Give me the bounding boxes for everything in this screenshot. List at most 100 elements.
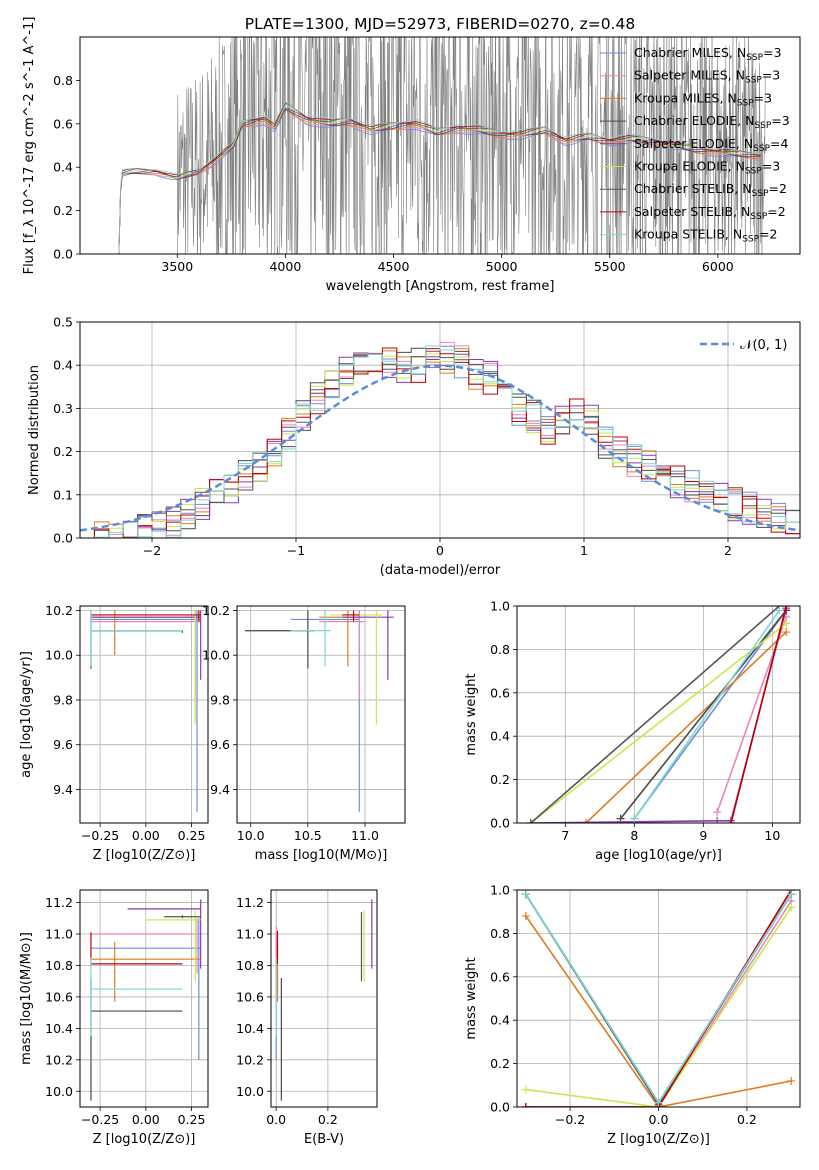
legend-subscript: SSP [745,76,762,86]
histogram-series [80,345,800,538]
x-tick-label: 0.2 [318,1112,338,1127]
y-tick-label: 9.4 [53,782,73,797]
y-tick-label: 0.8 [490,926,510,941]
axes-frame [270,889,378,1108]
y-axis-label: Flux [f_λ 10^-17 erg cm^-2 s^-1 A^-1] [22,17,37,275]
legend-tail: =3 [771,113,789,128]
y-tick-label: 0.6 [53,116,73,131]
y-tick-label: 0.0 [53,531,73,546]
x-tick-label: 4500 [378,259,410,274]
legend-entry: Chabrier ELODIE, NSSP=3 [634,113,790,131]
y-tick-label: 0.0 [53,247,73,262]
chart-residual_hist: −2 −1 0 1 2 0.0 0.1 0.2 0.3 0.4 0.5 (data-model)/er… [27,315,801,578]
y-tick-label: 0.2 [490,772,510,787]
y-tick-label: 0.4 [490,1013,510,1028]
legend-subscript: SSP [754,121,771,131]
x-tick-label: 0.25 [178,828,206,843]
legend-tail: =3 [762,68,780,83]
figure-title: PLATE=1300, MJD=52973, FIBERID=0270, z=0… [245,15,635,33]
y-axis-label: Normed distribution [27,365,42,495]
histogram-series [80,350,800,538]
normal-curve [80,364,800,532]
y-tick-label: 10.6 [45,989,73,1004]
x-tick-label: 10.5 [294,828,322,843]
x-tick-label: 4000 [269,259,301,274]
weight-marker [521,912,530,921]
y-tick-label: 11.2 [45,895,73,910]
y-tick-label: 10.0 [202,648,230,663]
weight-marker [782,606,791,610]
y-tick-label: 10.0 [236,1084,264,1099]
legend-text: Salpeter MILES, N [634,68,745,83]
chart-age_vs_mass: 10.0 10.5 11.0 9.4 9.6 9.8 10.0 10.2 mass [log10… [202,603,406,863]
legend-text: Chabrier ELODIE, N [634,113,754,128]
legend-entry: Salpeter MILES, NSSP=3 [634,68,780,86]
x-tick-label: 0.00 [132,828,160,843]
x-tick-label: 0.0 [649,1112,669,1127]
x-tick-label: 10.0 [237,828,265,843]
x-tick-label: 0.25 [178,1112,206,1127]
weight-marker [521,1103,530,1107]
y-tick-label: 0.8 [490,642,510,657]
x-tick-label: 0.00 [132,1112,160,1127]
plot-area [90,610,202,812]
weight-marker [713,808,722,817]
legend-subscript: SSP [737,98,754,108]
y-tick-label: 10.2 [202,603,230,618]
weight-series [530,606,780,823]
weight-marker [526,819,535,823]
y-tick-label: 11.0 [45,927,73,942]
x-axis-label: (data-model)/error [380,563,501,578]
y-tick-label: 10.4 [45,1021,73,1036]
chart-weight_vs_age: 7 8 9 10 0.0 0.2 0.4 0.6 0.8 1.0 age [log10(age/yr… [464,599,801,863]
x-tick-label: 11.0 [351,828,379,843]
weight-series [530,607,787,823]
legend-text: Chabrier MILES, N [634,45,746,60]
weight-marker [654,1098,663,1107]
x-tick-label: 10 [764,828,780,843]
weight-marker [630,814,639,823]
y-tick-label: 0.1 [53,487,73,502]
x-axis-label: E(B-V) [304,1132,344,1147]
y-tick-label: 0.6 [490,685,510,700]
legend-text: Kroupa STELIB, N [634,227,742,242]
y-tick-label: 0.6 [490,969,510,984]
legend-entry: Chabrier MILES, NSSP=3 [634,45,782,63]
x-tick-label: 9 [699,828,707,843]
weight-marker [775,606,784,615]
weight-marker [787,890,796,899]
y-tick-label: 9.8 [53,692,73,707]
x-tick-label: 5500 [594,259,626,274]
x-axis-label: mass [log10(M/M⊙)] [255,848,388,863]
y-tick-label: 11.0 [236,927,264,942]
y-tick-label: 0.2 [53,444,73,459]
y-axis-label: age [log10(age/yr)] [19,651,34,778]
weight-marker [521,890,530,899]
y-tick-label: 9.8 [210,692,230,707]
weight-marker [782,628,791,637]
legend-entry: 𝒩(0, 1) [740,338,787,353]
chart-spectrum: 3500 4000 4500 5000 5500 6000 0.0 0.2 0.4 0.6 0.8 w… [22,17,801,294]
legend-entry: Kroupa STELIB, NSSP=2 [634,227,778,245]
axes-frame [79,605,209,824]
weight-series [633,609,780,820]
weight-series [633,609,787,820]
x-tick-label: 0.2 [737,1112,757,1127]
legend-subscript: SSP [750,212,767,222]
legend-tail: =2 [759,227,777,242]
y-tick-label: 10.2 [45,603,73,618]
weight-marker [713,816,722,823]
chart-weight_vs_Z: −0.2 0.0 0.2 0.0 0.2 0.4 0.6 0.8 1.0 Z [log10(Z/Z… [464,883,801,1147]
x-tick-label: 3500 [161,259,193,274]
y-tick-label: 10.4 [236,1021,264,1036]
y-tick-label: 10.8 [45,958,73,973]
plot-area [90,899,202,1101]
y-tick-label: 10.2 [45,1052,73,1067]
y-tick-label: 0.0 [490,1100,510,1115]
model-spectrum [118,101,761,253]
y-tick-label: 10.8 [236,958,264,973]
weight-series [525,906,792,1107]
y-tick-label: 0.5 [53,315,73,330]
chart-age_vs_Z: −0.25 0.00 0.25 9.4 9.6 9.8 10.0 10.2 Z [log10(Z… [19,603,209,863]
y-tick-label: 0.8 [53,73,73,88]
